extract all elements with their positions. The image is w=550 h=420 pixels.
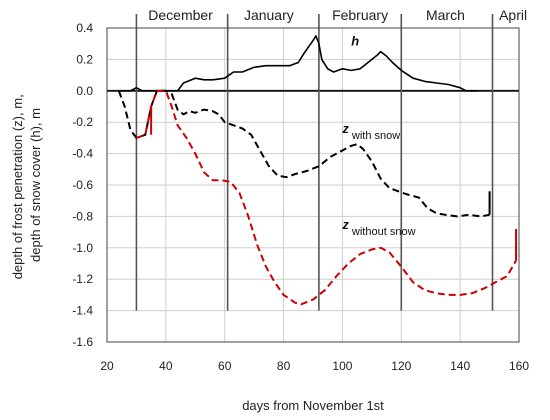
series-line-z-with-snow [117, 89, 490, 218]
y-tick-label: 0.2 [76, 52, 93, 66]
month-boundaries [135, 14, 494, 311]
y-axis-title: depth of frost penetration (z), m, depth… [10, 91, 43, 280]
month-label: March [426, 7, 465, 23]
annotation-main: h [351, 33, 359, 48]
plot-frame [106, 27, 520, 343]
annotation-subscript: without snow [351, 226, 416, 238]
series-line-z-without-snow [136, 89, 517, 306]
month-label: December [148, 7, 213, 23]
y-axis-title-line-1: depth of frost penetration (z), m, [10, 94, 25, 279]
x-tick-label: 60 [218, 359, 232, 373]
y-tick-label: 0.4 [76, 21, 93, 35]
x-tick-label: 100 [332, 359, 352, 373]
x-tick-label: 20 [100, 359, 114, 373]
y-tick-label: -0.2 [72, 115, 93, 129]
y-axis-title-line-2: depth of snow cover (h), m [28, 108, 43, 262]
grid-lines [106, 27, 520, 343]
series-lines [117, 35, 517, 306]
y-tick-label: 0.0 [76, 84, 93, 98]
x-tick-label: 120 [391, 359, 411, 373]
y-tick-label: -1.4 [72, 304, 93, 318]
x-tick-label: 80 [277, 359, 291, 373]
x-tick-label: 160 [509, 359, 529, 373]
month-label: February [332, 7, 388, 23]
annotation-subscript: with snow [351, 130, 400, 142]
annotation-h: h [351, 33, 359, 48]
x-tick-label: 40 [159, 359, 173, 373]
y-tick-label: -1.2 [72, 272, 93, 286]
x-tick-labels: 20 40 60 80 100 120 140 160 [100, 359, 529, 373]
series-end-markers [150, 106, 518, 261]
y-tick-label: -0.8 [72, 209, 93, 223]
y-tick-label: -1.6 [72, 335, 93, 349]
month-labels: December January February March April [148, 7, 527, 23]
month-label: April [499, 7, 527, 23]
series-line-h [118, 35, 478, 92]
annotation-main: z [341, 121, 349, 136]
annotation-z-with-snow: z with snow [341, 121, 400, 142]
x-tick-label: 140 [450, 359, 470, 373]
annotation-z-without-snow: z without snow [341, 217, 415, 238]
y-tick-labels: 0.4 0.2 0.0 -0.2 -0.4 -0.6 -0.8 -1.0 -1.2 -1.4 -1.… [72, 21, 93, 349]
x-axis-title: days from November 1st [242, 398, 384, 413]
y-tick-label: -0.4 [72, 147, 93, 161]
month-label: January [244, 7, 294, 23]
y-tick-label: -0.6 [72, 178, 93, 192]
annotation-main: z [341, 217, 349, 232]
y-tick-label: -1.0 [72, 241, 93, 255]
